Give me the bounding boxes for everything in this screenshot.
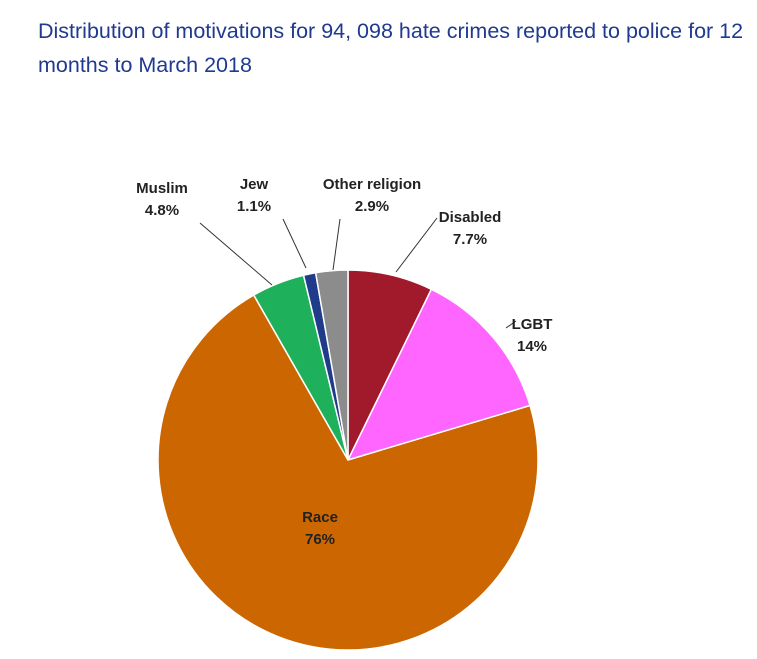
slice-other-religion bbox=[314, 269, 349, 461]
label-lgbt: LGBT 14% bbox=[512, 316, 553, 355]
label-other-religion: Other religion 2.9% bbox=[323, 176, 421, 215]
leader-lgbt bbox=[505, 320, 517, 329]
leader-disabled bbox=[395, 217, 438, 273]
slice-lgbt bbox=[346, 288, 531, 462]
leader-muslim bbox=[199, 222, 273, 286]
slice-labels: Disabled 7.7% LGBT 14% Race 76% Muslim 4.8% Jew 1… bbox=[136, 176, 552, 548]
leader-other-religion bbox=[332, 218, 341, 271]
slice-race bbox=[157, 294, 539, 651]
leader-jew bbox=[282, 218, 307, 269]
label-muslim: Muslim 4.8% bbox=[136, 180, 188, 219]
pie-slices bbox=[157, 269, 539, 651]
chart-title: Distribution of motivations for 94, 098 … bbox=[38, 19, 744, 77]
label-disabled: Disabled 7.7% bbox=[439, 209, 502, 248]
label-race: Race 76% bbox=[302, 509, 338, 548]
leader-lines bbox=[199, 217, 517, 329]
label-jew: Jew 1.1% bbox=[237, 176, 271, 215]
